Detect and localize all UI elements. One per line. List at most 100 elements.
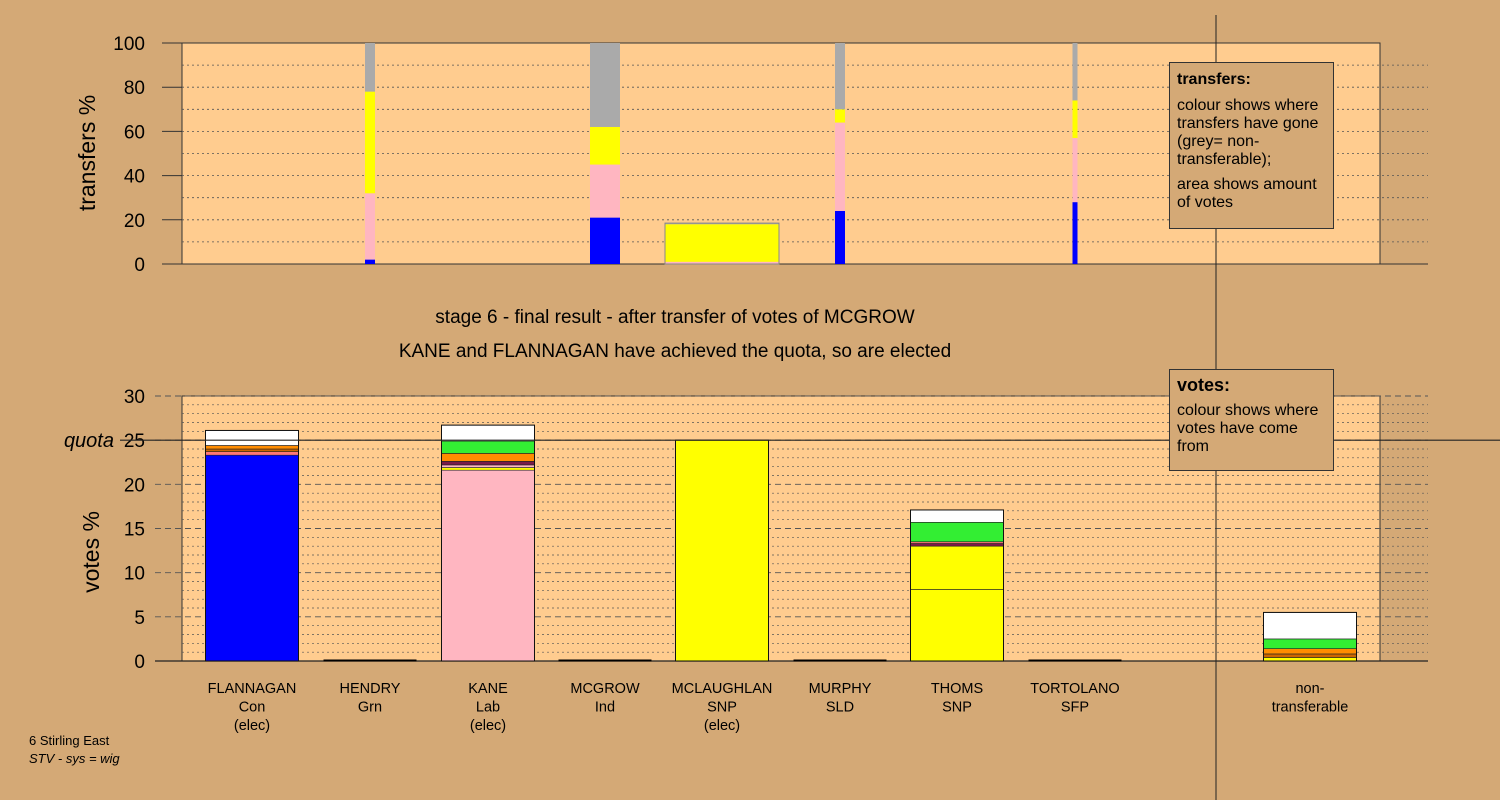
votes-segment <box>441 453 535 462</box>
candidate-label: THOMS <box>931 681 983 697</box>
transfers-segment <box>365 259 375 264</box>
candidate-label: MCLAUGHLAN <box>672 681 773 697</box>
votes-segment <box>441 440 535 454</box>
footer: 6 Stirling East STV - sys = wig <box>29 732 120 768</box>
votes-tick-label: 10 <box>124 564 145 585</box>
votes-bar <box>675 439 769 662</box>
transfers-bar <box>590 43 620 264</box>
votes-bar-outline <box>205 429 299 662</box>
votes-segment <box>205 430 299 446</box>
transfers-legend: transfers: colour shows where transfers … <box>1169 62 1334 229</box>
votes-bar <box>1263 611 1357 662</box>
transfers-segment <box>665 223 779 225</box>
transfers-segment <box>590 164 620 218</box>
candidate-label: Ind <box>595 700 615 716</box>
quota-label: quota <box>64 430 114 452</box>
votes-tick-label: 0 <box>134 652 145 673</box>
transfers-y-label: transfers % <box>74 95 100 211</box>
candidate-label: Con <box>239 700 266 716</box>
candidate-label: SLD <box>826 700 854 716</box>
transfers-bar <box>365 43 375 264</box>
transfers-segment <box>590 217 620 264</box>
votes-legend-text1: colour shows where votes have come from <box>1177 402 1319 455</box>
votes-y-label: votes % <box>78 511 104 593</box>
votes-segment <box>1263 638 1357 649</box>
candidate-label: (elec) <box>234 718 270 734</box>
votes-segment <box>205 448 299 452</box>
votes-tick-label: 20 <box>124 475 145 496</box>
candidate-label: TORTOLANO <box>1030 681 1119 697</box>
transfers-segment <box>1072 43 1078 101</box>
votes-tick-label: 15 <box>124 520 145 541</box>
votes-tick-label: 5 <box>134 608 145 629</box>
votes-segment <box>1263 612 1357 640</box>
candidate-label: (elec) <box>704 718 740 734</box>
votes-bar <box>441 424 535 662</box>
votes-segment <box>441 464 535 468</box>
votes-tick-label: 30 <box>124 387 145 408</box>
footer-constituency: 6 Stirling East <box>29 733 110 748</box>
transfers-legend-text2: area shows amount of votes <box>1177 176 1317 211</box>
transfers-bar <box>1072 43 1078 264</box>
votes-segment <box>441 424 535 442</box>
transfers-bar <box>835 43 845 264</box>
transfers-segment <box>835 109 845 123</box>
candidate-label: MCGROW <box>570 681 640 697</box>
transfers-segment <box>665 224 779 262</box>
transfers-segment <box>1072 202 1078 264</box>
votes-segment <box>910 522 1004 543</box>
chart-title-line2: KANE and FLANNAGAN have achieved the quo… <box>399 341 951 362</box>
transfers-segment <box>365 43 375 92</box>
transfers-tick-label: 40 <box>124 167 145 188</box>
chart-title-line1: stage 6 - final result - after transfer … <box>435 307 914 328</box>
votes-segment <box>910 545 1004 590</box>
transfers-segment <box>1072 100 1078 139</box>
nontransferable-label: transferable <box>1272 700 1349 716</box>
votes-legend: votes: colour shows where votes have com… <box>1169 369 1334 471</box>
transfers-tick-label: 100 <box>113 34 145 55</box>
transfers-tick-label: 0 <box>134 255 145 276</box>
transfers-segment <box>590 126 620 165</box>
votes-segment <box>1263 653 1357 658</box>
votes-segment <box>205 454 299 662</box>
transfers-tick-label: 60 <box>124 122 145 143</box>
votes-segment <box>205 451 299 456</box>
votes-bar <box>205 429 299 662</box>
votes-segment <box>205 445 299 450</box>
transfers-segment <box>365 91 375 194</box>
votes-segment <box>1263 648 1357 655</box>
transfers-tick-label: 80 <box>124 78 145 99</box>
votes-bar-outline <box>910 509 1004 662</box>
transfers-tick-label: 20 <box>124 211 145 232</box>
votes-segment <box>910 543 1004 547</box>
votes-bar-outline <box>441 424 535 662</box>
candidate-label: (elec) <box>470 718 506 734</box>
votes-bar-outline <box>1263 611 1357 662</box>
candidate-label: Lab <box>476 700 500 716</box>
footer-system: STV - sys = wig <box>29 751 120 766</box>
votes-legend-title: votes: <box>1177 375 1231 395</box>
transfers-legend-text1: colour shows where transfers have gone (… <box>1177 97 1319 168</box>
candidate-label: SFP <box>1061 700 1089 716</box>
candidate-label: HENDRY <box>340 681 401 697</box>
candidate-label: KANE <box>468 681 508 697</box>
transfers-bar <box>664 222 780 265</box>
candidate-label: FLANNAGAN <box>208 681 297 697</box>
candidate-label: MURPHY <box>809 681 872 697</box>
transfers-segment <box>1072 138 1078 203</box>
nontransferable-label: non- <box>1295 681 1324 697</box>
votes-bar <box>910 509 1004 662</box>
candidate-label: SNP <box>707 700 737 716</box>
votes-segment <box>910 589 1004 662</box>
transfers-bar-outline <box>664 222 780 265</box>
votes-segment <box>441 467 535 471</box>
votes-tick-label: 25 <box>124 431 145 452</box>
transfers-legend-title: transfers: <box>1177 71 1251 88</box>
votes-segment <box>1263 657 1357 662</box>
transfers-segment <box>590 43 620 127</box>
transfers-segment <box>365 193 375 260</box>
votes-segment <box>441 461 535 466</box>
transfers-segment <box>835 122 845 211</box>
candidate-label: Grn <box>358 700 382 716</box>
transfers-segment <box>835 210 845 264</box>
